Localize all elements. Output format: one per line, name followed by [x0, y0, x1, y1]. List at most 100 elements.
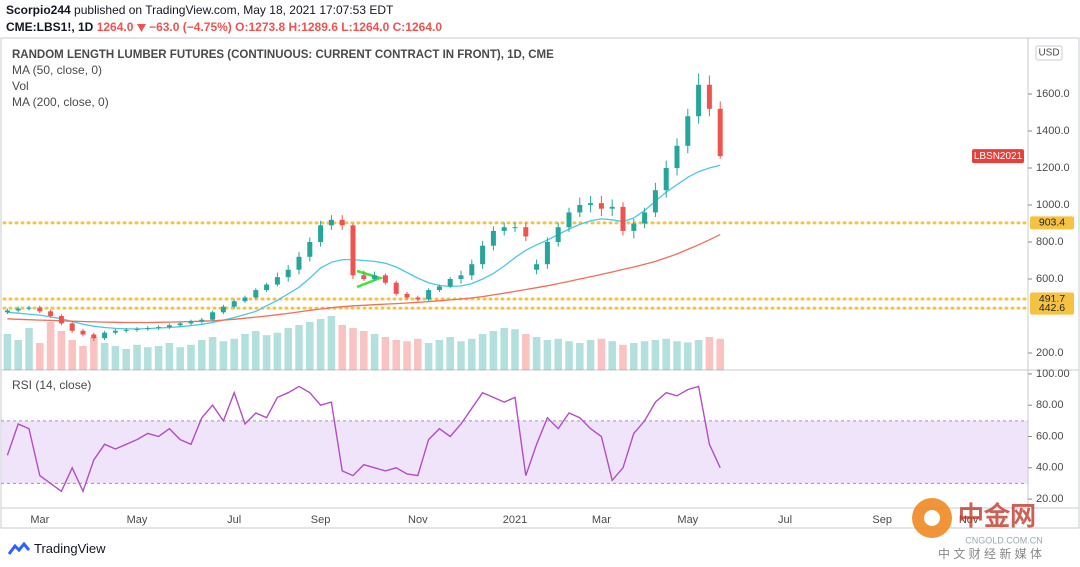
y-tick-label: 600.0 — [1036, 273, 1064, 285]
volume-bar — [694, 340, 703, 370]
x-tick-label: Mar — [30, 514, 49, 526]
candle-body — [426, 290, 432, 300]
y-tick-label: 1200.0 — [1036, 162, 1070, 174]
down-arrow — [136, 23, 146, 32]
volume-bar — [100, 343, 109, 370]
moving-average — [7, 234, 721, 324]
volume-bar — [381, 337, 390, 370]
volume-bar — [619, 344, 627, 370]
price-line-label-box — [1030, 301, 1074, 315]
volume-bar — [554, 338, 562, 370]
candle-body — [318, 225, 324, 242]
candle-body — [166, 325, 172, 328]
tv-logo-text: TradingView — [34, 541, 106, 556]
volume-bar — [597, 338, 606, 370]
candle-body — [577, 205, 583, 213]
volume-bar — [306, 322, 314, 370]
last-label-box — [972, 149, 1024, 164]
rsi-title: RSI (14, close) — [12, 378, 91, 392]
candle-body — [609, 206, 615, 209]
volume-bar — [219, 341, 228, 370]
candle-body — [307, 241, 313, 257]
x-tick-label: May — [127, 514, 148, 526]
volume-bar — [468, 338, 476, 370]
candle-body — [264, 284, 270, 291]
x-tick-label: Sep — [311, 514, 331, 526]
volume-bar — [241, 334, 249, 370]
change: −63.0 (−4.75%) — [149, 20, 232, 34]
volume-bar — [154, 346, 163, 370]
volume-bar — [608, 341, 616, 370]
volume-bar — [273, 332, 282, 370]
watermark-name: 中金网 — [958, 501, 1036, 531]
candle-body — [102, 332, 108, 339]
chart-title: RANDOM LENGTH LUMBER FUTURES (CONTINUOUS… — [12, 49, 554, 61]
volume-bar — [565, 341, 573, 370]
candle-body — [253, 290, 259, 298]
x-tick-label: May — [677, 514, 698, 526]
candle-body — [501, 227, 507, 231]
volume-bar — [684, 342, 692, 370]
candle-body — [242, 297, 248, 302]
candle-body — [685, 116, 691, 146]
volume-bar — [316, 319, 325, 370]
volume-bar — [414, 338, 422, 370]
volume-bar — [262, 335, 271, 370]
x-tick-label: Nov — [408, 514, 428, 526]
chart: RANDOM LENGTH LUMBER FUTURES (CONTINUOUS… — [0, 37, 1080, 529]
candle-body — [544, 241, 550, 265]
candle-body — [26, 307, 32, 309]
candle-body — [58, 315, 64, 324]
candle-body — [480, 245, 486, 265]
candle-body — [415, 297, 421, 300]
candle-body — [80, 330, 86, 335]
candle-body — [4, 310, 10, 313]
candle-body — [706, 84, 712, 109]
volume-bar — [230, 338, 238, 370]
candle-body — [566, 212, 572, 228]
price-line-label: 903.4 — [1039, 217, 1065, 229]
volume-bar — [640, 341, 649, 370]
volume-bar — [651, 340, 660, 370]
candle-body — [296, 256, 302, 270]
volume-bar — [500, 328, 508, 370]
legend-volume: Vol — [12, 79, 29, 93]
candle-body — [69, 323, 75, 331]
watermark-slogan: 中 文 财 经 新 媒 体 — [938, 546, 1042, 561]
candle-body — [328, 219, 334, 226]
candle-body — [717, 108, 723, 157]
volume-bar — [111, 346, 120, 370]
volume-bar — [543, 340, 552, 370]
volume-bar — [46, 322, 55, 370]
watermark-icon-inner — [924, 510, 940, 526]
candle-body — [339, 219, 345, 226]
volume-bar — [208, 337, 217, 370]
volume-bar — [705, 337, 714, 370]
volume-bar — [716, 338, 724, 370]
y-tick-label: 200.0 — [1036, 347, 1064, 359]
publish-line: Scorpio244 published on TradingView.com,… — [6, 2, 442, 19]
last-label: LBSN2021 — [974, 151, 1023, 162]
candle-body — [512, 227, 518, 229]
x-tick-label: Mar — [592, 514, 611, 526]
y-tick-label: 1600.0 — [1036, 88, 1070, 100]
candle-body — [652, 190, 658, 213]
candle-body — [274, 277, 280, 285]
rsi-y-tick-label: 40.00 — [1036, 462, 1064, 474]
candle-body — [631, 223, 637, 231]
candle-body — [210, 312, 216, 320]
volume-bar — [338, 325, 346, 370]
volume-bar — [586, 340, 595, 370]
x-tick-label: 2021 — [503, 514, 527, 526]
volume-bar — [511, 329, 519, 370]
candle-body — [696, 84, 702, 117]
candle-body — [220, 306, 226, 313]
author: Scorpio244 — [6, 3, 71, 17]
ohlc-low: L:1264.0 — [341, 20, 390, 34]
volume-bar — [327, 316, 336, 370]
volume-bar — [392, 340, 400, 370]
volume-bar — [187, 344, 195, 370]
y-tick-label: 1000.0 — [1036, 199, 1070, 211]
volume-bar — [79, 346, 87, 370]
